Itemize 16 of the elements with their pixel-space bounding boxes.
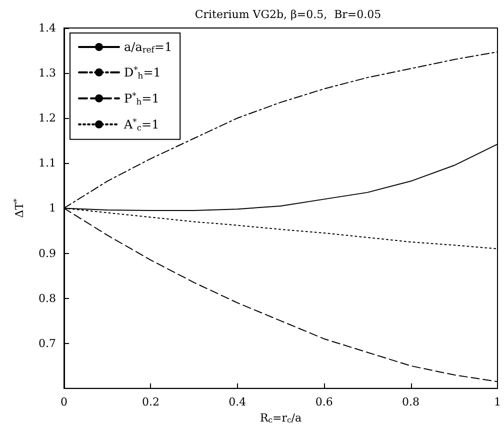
x-tick-label: 0.8 [402, 395, 420, 408]
x-tick-label: 0.2 [142, 395, 160, 408]
chart-title: Criterium VG2b, β=0.5, Br=0.05 [194, 8, 382, 21]
y-tick-label: 1.1 [38, 156, 56, 170]
x-tick-label: 0 [60, 395, 68, 408]
y-tick-label: 1.2 [38, 112, 56, 125]
y-tick-label: 0.7 [38, 336, 56, 350]
y-tick-label: 0.8 [38, 292, 56, 305]
y-tick-label: 1.3 [38, 66, 56, 80]
legend-label: a/aref=1 [124, 40, 172, 54]
y-tick-label: 1.4 [38, 22, 56, 34]
x-tick-label: 0.6 [315, 395, 333, 408]
y-tick-label: 1 [49, 202, 56, 215]
x-tick-label: 1 [494, 395, 501, 408]
y-tick-label: 0.9 [38, 246, 56, 260]
x-tick-label: 0.4 [228, 395, 246, 408]
